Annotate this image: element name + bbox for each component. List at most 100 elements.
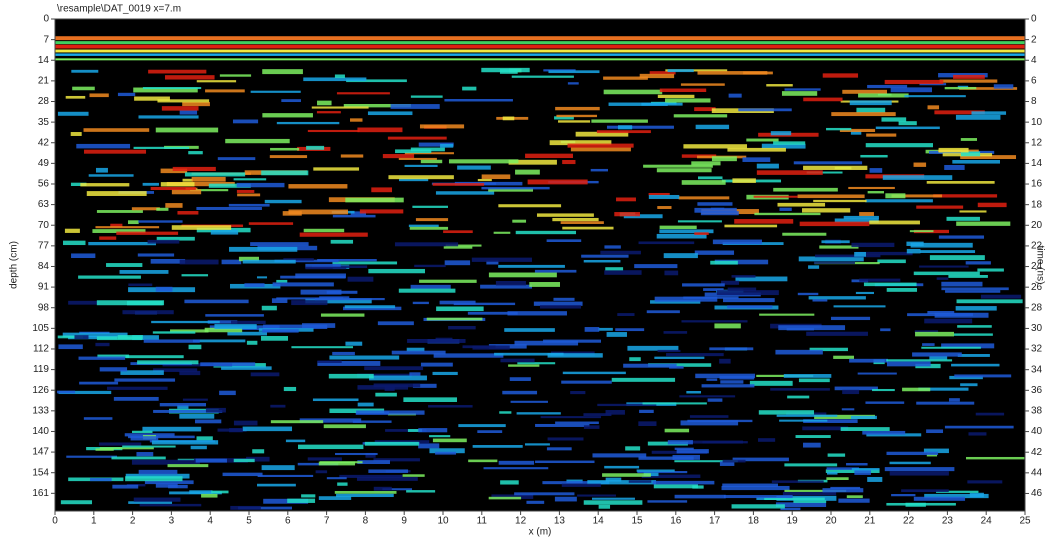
scan-texture <box>312 398 359 402</box>
scan-texture <box>719 461 735 466</box>
scan-texture <box>182 178 193 182</box>
scan-texture <box>152 331 196 334</box>
scan-texture <box>283 386 297 392</box>
scan-texture <box>941 287 1009 291</box>
scan-texture <box>642 402 707 405</box>
scan-texture <box>676 449 709 454</box>
scan-texture <box>106 386 168 390</box>
scan-texture <box>934 110 985 115</box>
scan-texture <box>320 313 365 317</box>
scan-texture <box>921 346 981 349</box>
scan-texture <box>139 503 202 507</box>
scan-texture <box>548 70 600 74</box>
scan-texture <box>359 209 404 214</box>
scan-texture <box>648 192 670 196</box>
scan-texture <box>402 474 425 477</box>
scan-texture <box>941 343 995 349</box>
scan-texture <box>881 117 907 122</box>
scan-texture <box>822 73 859 78</box>
scan-texture <box>553 297 575 301</box>
scan-texture <box>133 497 181 502</box>
scan-texture <box>854 470 871 475</box>
scan-texture <box>602 473 651 477</box>
scan-texture <box>596 130 651 134</box>
scan-band <box>55 53 1025 56</box>
y2-tick-label: 40 <box>1031 426 1043 437</box>
scan-texture <box>394 242 459 247</box>
scan-texture <box>761 143 806 149</box>
scan-texture <box>142 182 159 186</box>
scan-texture <box>79 381 119 385</box>
scan-texture <box>615 328 645 332</box>
scan-texture <box>654 356 705 359</box>
scan-texture <box>151 440 219 445</box>
scan-texture <box>303 228 345 233</box>
scan-texture <box>695 124 730 130</box>
scan-texture <box>842 89 888 94</box>
x-tick-label: 15 <box>631 516 643 527</box>
scan-texture <box>535 423 590 427</box>
scan-texture <box>938 235 985 239</box>
scan-texture <box>567 143 634 148</box>
scan-texture <box>926 181 995 184</box>
y-tick-label: 98 <box>38 302 50 313</box>
scan-texture <box>865 401 905 404</box>
scan-texture <box>219 390 236 396</box>
scan-texture <box>809 347 848 352</box>
scan-texture <box>944 164 965 170</box>
scan-texture <box>159 403 207 407</box>
scan-texture <box>777 202 826 207</box>
scan-texture <box>157 99 210 103</box>
scan-texture <box>477 430 503 434</box>
scan-texture <box>862 430 906 435</box>
scan-texture <box>194 419 222 424</box>
scan-texture <box>70 182 87 187</box>
scan-band <box>55 44 1025 49</box>
scan-band <box>55 58 1025 61</box>
scan-texture <box>406 490 436 493</box>
scan-texture <box>420 159 443 164</box>
scan-texture <box>960 151 981 157</box>
scan-texture <box>953 74 985 79</box>
scan-texture <box>616 197 636 202</box>
scan-texture <box>90 478 112 482</box>
y-axis-label: depth (cm) <box>9 241 20 289</box>
scan-texture <box>674 494 726 499</box>
scan-texture <box>250 372 280 377</box>
scan-texture <box>343 103 411 108</box>
scan-texture <box>562 159 576 165</box>
scan-texture <box>681 320 748 323</box>
scan-texture <box>334 491 397 494</box>
scan-texture <box>334 74 345 78</box>
scan-texture <box>117 92 136 97</box>
scan-texture <box>560 221 604 224</box>
scan-texture <box>248 222 294 225</box>
scan-texture <box>311 106 369 109</box>
x-tick-label: 5 <box>246 516 252 527</box>
scan-texture <box>716 290 779 296</box>
scan-texture <box>542 481 610 485</box>
x-tick-label: 23 <box>942 516 954 527</box>
scan-texture <box>357 402 374 407</box>
scan-texture <box>435 191 495 195</box>
scan-texture <box>196 80 237 83</box>
scan-texture <box>656 233 707 239</box>
scan-texture <box>340 154 364 158</box>
scan-texture <box>732 457 789 462</box>
scan-texture <box>803 419 858 423</box>
scan-texture <box>317 360 342 363</box>
scan-texture <box>483 467 549 470</box>
scan-texture <box>196 206 262 210</box>
scan-texture <box>162 363 233 367</box>
radargram <box>55 19 1025 511</box>
scan-texture <box>96 210 143 213</box>
scan-texture <box>477 178 492 182</box>
scan-texture <box>313 167 360 171</box>
scan-texture <box>120 370 164 375</box>
scan-texture <box>504 328 555 332</box>
x-tick-label: 1 <box>91 516 97 527</box>
scan-texture <box>260 336 289 341</box>
scan-texture <box>683 296 739 299</box>
scan-texture <box>201 493 218 498</box>
scan-texture <box>926 453 938 457</box>
